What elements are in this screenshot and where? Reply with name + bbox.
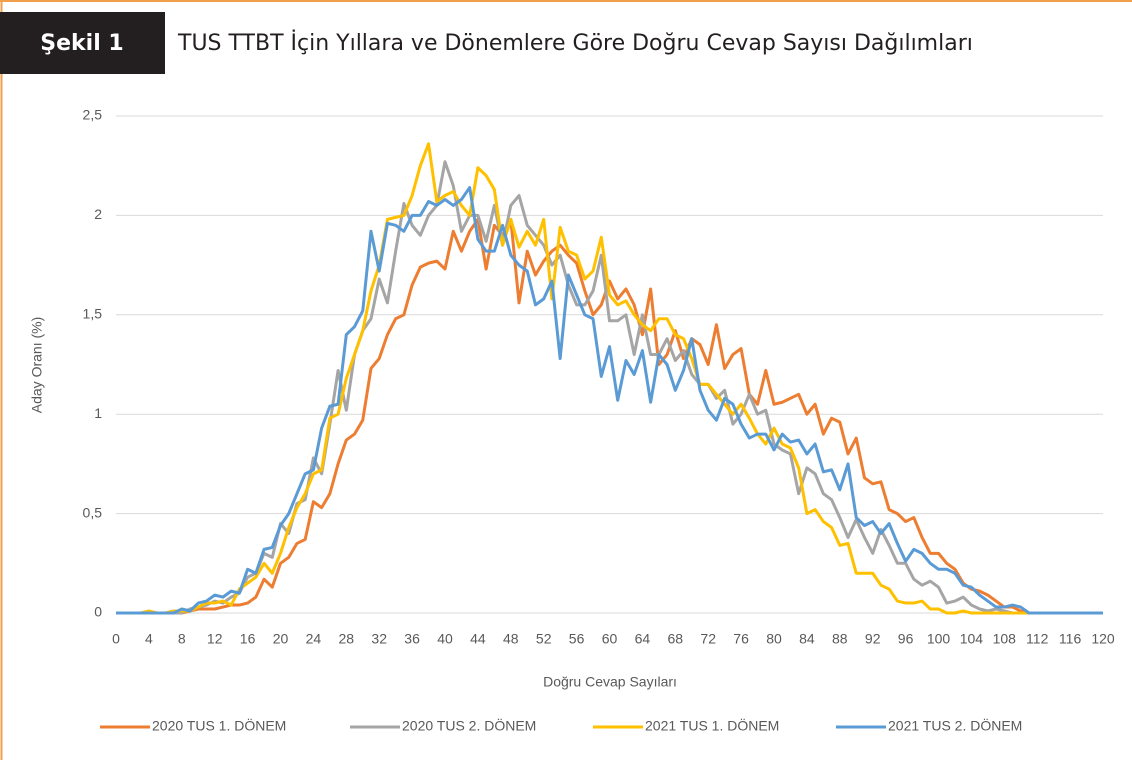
x-tick-label: 52: [536, 631, 552, 647]
y-tick-label: 1: [94, 405, 102, 421]
x-tick-label: 44: [470, 631, 486, 647]
y-tick-label: 1,5: [83, 306, 103, 322]
y-tick-label: 0: [94, 604, 102, 620]
x-tick-label: 120: [1091, 631, 1115, 647]
x-tick-label: 80: [766, 631, 782, 647]
x-tick-label: 108: [993, 631, 1017, 647]
figure-label-box: [0, 12, 165, 74]
x-tick-label: 24: [306, 631, 322, 647]
x-tick-label: 16: [240, 631, 256, 647]
x-tick-label: 88: [832, 631, 848, 647]
x-tick-label: 112: [1026, 631, 1049, 647]
x-tick-label: 56: [569, 631, 585, 647]
x-tick-label: 60: [602, 631, 618, 647]
x-tick-label: 8: [178, 631, 186, 647]
x-tick-label: 96: [898, 631, 914, 647]
x-tick-label: 76: [733, 631, 749, 647]
legend-label: 2021 TUS 2. DÖNEM: [888, 717, 1022, 734]
x-tick-label: 36: [404, 631, 420, 647]
x-tick-label: 100: [927, 631, 951, 647]
y-tick-label: 0,5: [83, 504, 103, 520]
x-axis-label: Doğru Cevap Sayıları: [543, 674, 677, 690]
x-tick-label: 20: [273, 631, 289, 647]
x-tick-label: 68: [668, 631, 684, 647]
x-tick-label: 32: [371, 631, 387, 647]
x-tick-label: 92: [865, 631, 881, 647]
x-tick-label: 12: [207, 631, 223, 647]
x-tick-label: 84: [799, 631, 815, 647]
y-axis-label: Aday Oranı (%): [29, 317, 45, 413]
legend-label: 2020 TUS 1. DÖNEM: [152, 717, 286, 734]
x-tick-label: 40: [437, 631, 453, 647]
x-tick-label: 64: [635, 631, 651, 647]
series-line: [116, 160, 1103, 615]
x-tick-label: 116: [1059, 631, 1082, 647]
series-line: [116, 217, 1103, 615]
x-tick-label: 72: [700, 631, 716, 647]
series-line: [116, 142, 1103, 615]
chart-title: TUS TTBT İçin Yıllara ve Dönemlere Göre …: [177, 30, 973, 56]
y-tick-label: 2: [94, 206, 102, 222]
x-tick-label: 0: [112, 631, 120, 647]
x-tick-label: 4: [145, 631, 153, 647]
x-tick-label: 48: [503, 631, 519, 647]
figure-label: Şekil 1: [40, 31, 123, 56]
x-tick-label: 104: [960, 631, 984, 647]
series-line: [116, 186, 1103, 615]
legend-label: 2021 TUS 1. DÖNEM: [645, 717, 779, 734]
x-tick-label: 28: [339, 631, 355, 647]
legend-label: 2020 TUS 2. DÖNEM: [402, 717, 536, 734]
y-tick-label: 2,5: [83, 107, 103, 123]
